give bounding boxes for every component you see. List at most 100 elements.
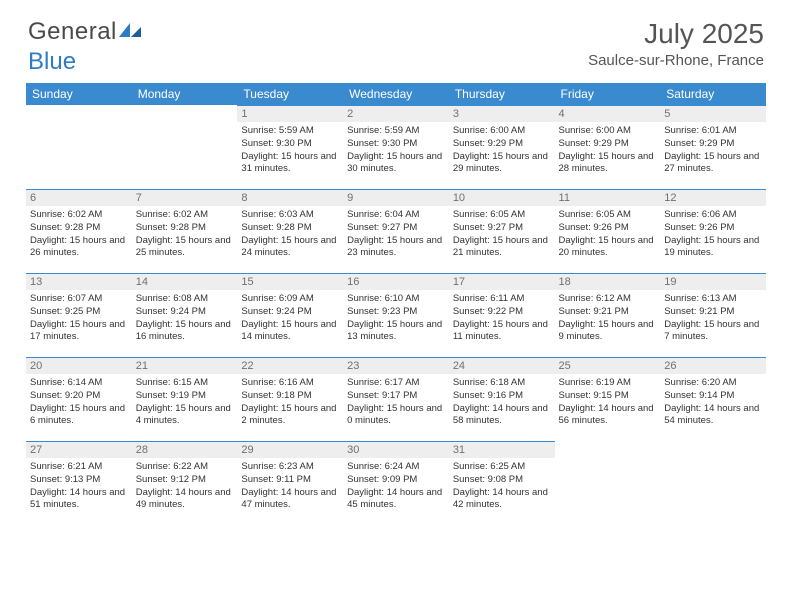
day-number: 11: [555, 189, 661, 206]
weekday-header: Saturday: [660, 83, 766, 105]
day-number: 26: [660, 357, 766, 374]
day-details: Sunrise: 6:24 AMSunset: 9:09 PMDaylight:…: [343, 458, 449, 512]
day-details: Sunrise: 6:10 AMSunset: 9:23 PMDaylight:…: [343, 290, 449, 344]
calendar-cell: 16Sunrise: 6:10 AMSunset: 9:23 PMDayligh…: [343, 273, 449, 357]
calendar-cell: 11Sunrise: 6:05 AMSunset: 9:26 PMDayligh…: [555, 189, 661, 273]
day-details: Sunrise: 6:22 AMSunset: 9:12 PMDaylight:…: [132, 458, 238, 512]
day-number: 7: [132, 189, 238, 206]
weekday-header: Sunday: [26, 83, 132, 105]
day-number: 27: [26, 441, 132, 458]
calendar-cell: 10Sunrise: 6:05 AMSunset: 9:27 PMDayligh…: [449, 189, 555, 273]
calendar-row: 13Sunrise: 6:07 AMSunset: 9:25 PMDayligh…: [26, 273, 766, 357]
calendar-cell: 30Sunrise: 6:24 AMSunset: 9:09 PMDayligh…: [343, 441, 449, 525]
day-details: Sunrise: 6:20 AMSunset: 9:14 PMDaylight:…: [660, 374, 766, 428]
day-number: 15: [237, 273, 343, 290]
day-number: 5: [660, 105, 766, 122]
day-details: Sunrise: 6:12 AMSunset: 9:21 PMDaylight:…: [555, 290, 661, 344]
calendar-cell: 12Sunrise: 6:06 AMSunset: 9:26 PMDayligh…: [660, 189, 766, 273]
day-number: 29: [237, 441, 343, 458]
day-number: 3: [449, 105, 555, 122]
day-number: 17: [449, 273, 555, 290]
day-number: 2: [343, 105, 449, 122]
header: General July 2025 Saulce-sur-Rhone, Fran…: [0, 0, 792, 75]
calendar-cell: .: [555, 441, 661, 525]
weekday-header: Tuesday: [237, 83, 343, 105]
day-number: 8: [237, 189, 343, 206]
day-details: Sunrise: 6:23 AMSunset: 9:11 PMDaylight:…: [237, 458, 343, 512]
day-number: 19: [660, 273, 766, 290]
day-details: Sunrise: 6:19 AMSunset: 9:15 PMDaylight:…: [555, 374, 661, 428]
calendar-cell: 29Sunrise: 6:23 AMSunset: 9:11 PMDayligh…: [237, 441, 343, 525]
calendar-cell: 27Sunrise: 6:21 AMSunset: 9:13 PMDayligh…: [26, 441, 132, 525]
calendar-cell: 22Sunrise: 6:16 AMSunset: 9:18 PMDayligh…: [237, 357, 343, 441]
calendar-cell: 9Sunrise: 6:04 AMSunset: 9:27 PMDaylight…: [343, 189, 449, 273]
day-details: Sunrise: 6:15 AMSunset: 9:19 PMDaylight:…: [132, 374, 238, 428]
day-details: Sunrise: 6:25 AMSunset: 9:08 PMDaylight:…: [449, 458, 555, 512]
day-details: Sunrise: 6:16 AMSunset: 9:18 PMDaylight:…: [237, 374, 343, 428]
day-number: 23: [343, 357, 449, 374]
calendar-cell: 14Sunrise: 6:08 AMSunset: 9:24 PMDayligh…: [132, 273, 238, 357]
calendar-cell: 23Sunrise: 6:17 AMSunset: 9:17 PMDayligh…: [343, 357, 449, 441]
title-block: July 2025 Saulce-sur-Rhone, France: [588, 18, 764, 69]
calendar-table: Sunday Monday Tuesday Wednesday Thursday…: [26, 83, 766, 525]
day-details: Sunrise: 6:05 AMSunset: 9:26 PMDaylight:…: [555, 206, 661, 260]
day-number: 16: [343, 273, 449, 290]
day-details: Sunrise: 5:59 AMSunset: 9:30 PMDaylight:…: [343, 122, 449, 176]
calendar-cell: 15Sunrise: 6:09 AMSunset: 9:24 PMDayligh…: [237, 273, 343, 357]
day-number: 30: [343, 441, 449, 458]
calendar-cell: 31Sunrise: 6:25 AMSunset: 9:08 PMDayligh…: [449, 441, 555, 525]
calendar-cell: 18Sunrise: 6:12 AMSunset: 9:21 PMDayligh…: [555, 273, 661, 357]
day-details: Sunrise: 6:06 AMSunset: 9:26 PMDaylight:…: [660, 206, 766, 260]
logo-text-1: General: [28, 18, 117, 46]
calendar-cell: 19Sunrise: 6:13 AMSunset: 9:21 PMDayligh…: [660, 273, 766, 357]
day-number: 12: [660, 189, 766, 206]
day-number: 10: [449, 189, 555, 206]
day-details: Sunrise: 6:13 AMSunset: 9:21 PMDaylight:…: [660, 290, 766, 344]
calendar-row: 20Sunrise: 6:14 AMSunset: 9:20 PMDayligh…: [26, 357, 766, 441]
calendar-cell: 6Sunrise: 6:02 AMSunset: 9:28 PMDaylight…: [26, 189, 132, 273]
calendar-cell: 3Sunrise: 6:00 AMSunset: 9:29 PMDaylight…: [449, 105, 555, 189]
day-number: 31: [449, 441, 555, 458]
day-details: Sunrise: 6:04 AMSunset: 9:27 PMDaylight:…: [343, 206, 449, 260]
calendar-cell: 17Sunrise: 6:11 AMSunset: 9:22 PMDayligh…: [449, 273, 555, 357]
calendar-row: 6Sunrise: 6:02 AMSunset: 9:28 PMDaylight…: [26, 189, 766, 273]
day-number: 1: [237, 105, 343, 122]
day-number: 14: [132, 273, 238, 290]
calendar-cell: 25Sunrise: 6:19 AMSunset: 9:15 PMDayligh…: [555, 357, 661, 441]
weekday-header-row: Sunday Monday Tuesday Wednesday Thursday…: [26, 83, 766, 105]
calendar-cell: 20Sunrise: 6:14 AMSunset: 9:20 PMDayligh…: [26, 357, 132, 441]
calendar-row: 27Sunrise: 6:21 AMSunset: 9:13 PMDayligh…: [26, 441, 766, 525]
weekday-header: Friday: [555, 83, 661, 105]
calendar-cell: .: [132, 105, 238, 189]
day-number: 28: [132, 441, 238, 458]
calendar-cell: 5Sunrise: 6:01 AMSunset: 9:29 PMDaylight…: [660, 105, 766, 189]
calendar-cell: 7Sunrise: 6:02 AMSunset: 9:28 PMDaylight…: [132, 189, 238, 273]
day-number: 25: [555, 357, 661, 374]
day-number: 20: [26, 357, 132, 374]
calendar-cell: 21Sunrise: 6:15 AMSunset: 9:19 PMDayligh…: [132, 357, 238, 441]
calendar-cell: 4Sunrise: 6:00 AMSunset: 9:29 PMDaylight…: [555, 105, 661, 189]
page-title: July 2025: [588, 18, 764, 50]
calendar-cell: 24Sunrise: 6:18 AMSunset: 9:16 PMDayligh…: [449, 357, 555, 441]
day-number: 4: [555, 105, 661, 122]
day-number: 22: [237, 357, 343, 374]
logo-text-2: Blue: [28, 48, 76, 76]
day-details: Sunrise: 6:05 AMSunset: 9:27 PMDaylight:…: [449, 206, 555, 260]
day-details: Sunrise: 6:02 AMSunset: 9:28 PMDaylight:…: [132, 206, 238, 260]
day-details: Sunrise: 6:02 AMSunset: 9:28 PMDaylight:…: [26, 206, 132, 260]
weekday-header: Thursday: [449, 83, 555, 105]
day-details: Sunrise: 6:03 AMSunset: 9:28 PMDaylight:…: [237, 206, 343, 260]
day-details: Sunrise: 6:01 AMSunset: 9:29 PMDaylight:…: [660, 122, 766, 176]
day-number: 9: [343, 189, 449, 206]
day-number: 24: [449, 357, 555, 374]
day-number: 21: [132, 357, 238, 374]
day-number: 6: [26, 189, 132, 206]
day-details: Sunrise: 5:59 AMSunset: 9:30 PMDaylight:…: [237, 122, 343, 176]
day-details: Sunrise: 6:09 AMSunset: 9:24 PMDaylight:…: [237, 290, 343, 344]
day-details: Sunrise: 6:00 AMSunset: 9:29 PMDaylight:…: [555, 122, 661, 176]
calendar-body: ..1Sunrise: 5:59 AMSunset: 9:30 PMDaylig…: [26, 105, 766, 525]
calendar-cell: 8Sunrise: 6:03 AMSunset: 9:28 PMDaylight…: [237, 189, 343, 273]
calendar-cell: .: [26, 105, 132, 189]
day-details: Sunrise: 6:17 AMSunset: 9:17 PMDaylight:…: [343, 374, 449, 428]
day-number: 13: [26, 273, 132, 290]
